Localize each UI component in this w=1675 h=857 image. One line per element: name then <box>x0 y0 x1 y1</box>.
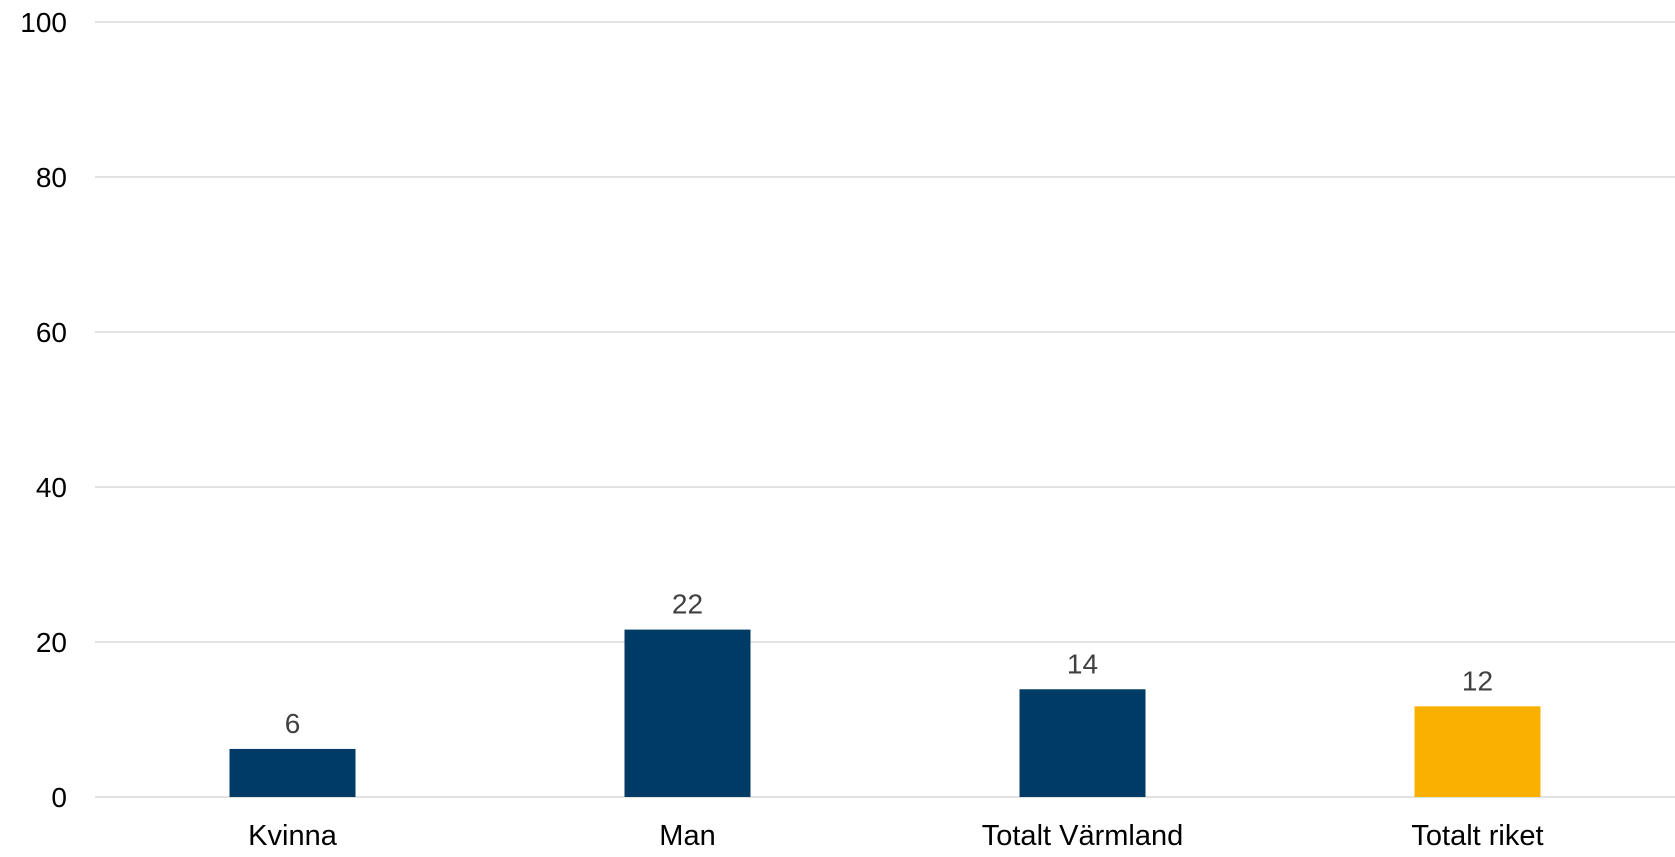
x-tick-label: Totalt riket <box>1411 820 1543 852</box>
bar-0 <box>229 748 356 797</box>
bar-1 <box>624 629 751 797</box>
x-tick-label: Kvinna <box>248 820 338 852</box>
y-tick-label: 60 <box>36 317 67 348</box>
data-label: 14 <box>1067 648 1098 679</box>
data-label: 22 <box>672 589 703 620</box>
data-labels: 6 22 14 12 <box>285 589 1493 739</box>
x-tick-label: Man <box>659 820 715 852</box>
y-tick-label: 0 <box>51 782 67 813</box>
gridlines <box>95 21 1675 798</box>
y-tick-label: 100 <box>20 7 67 38</box>
data-label: 12 <box>1462 665 1493 696</box>
data-label: 6 <box>285 708 301 739</box>
y-axis-tick-labels: 0 20 40 60 80 100 <box>20 7 67 813</box>
x-tick-label: Totalt Värmland <box>982 820 1184 852</box>
y-tick-label: 20 <box>36 627 67 658</box>
bar-3 <box>1414 706 1541 797</box>
y-tick-label: 80 <box>36 162 67 193</box>
y-tick-label: 40 <box>36 472 67 503</box>
bars <box>229 629 1541 797</box>
bar-2 <box>1019 689 1146 797</box>
x-axis-tick-labels: Kvinna Man Totalt Värmland Totalt riket <box>248 820 1543 852</box>
